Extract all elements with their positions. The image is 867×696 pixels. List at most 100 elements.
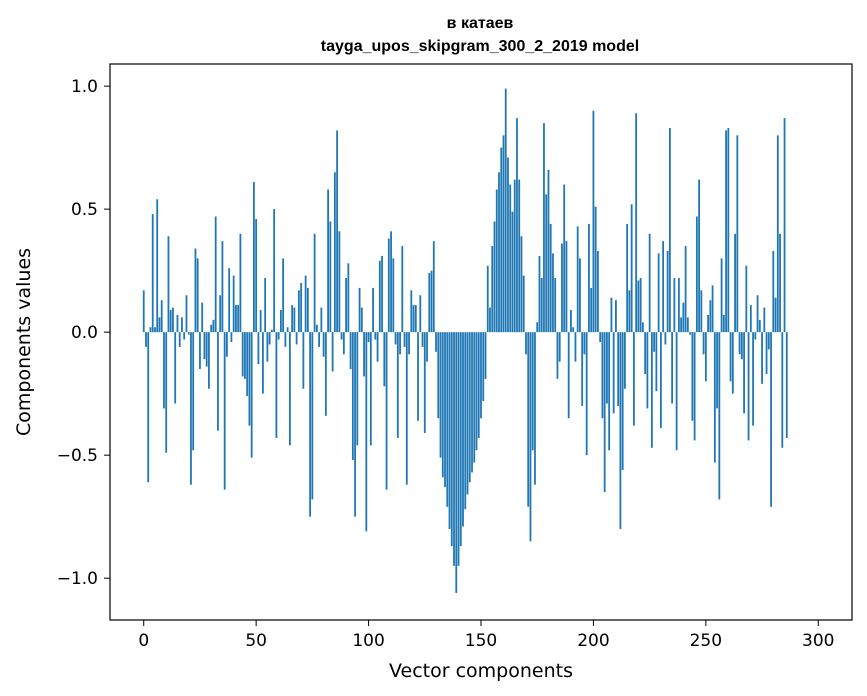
bar xyxy=(210,324,213,333)
bar xyxy=(142,290,145,333)
bar xyxy=(756,295,759,333)
bar xyxy=(540,278,543,333)
bar xyxy=(237,305,240,333)
bar xyxy=(700,290,703,333)
bar xyxy=(774,297,777,333)
bar xyxy=(646,332,649,409)
bar xyxy=(399,332,401,355)
bar xyxy=(500,147,503,333)
bar xyxy=(277,332,280,340)
bar xyxy=(648,233,651,333)
chart-title-line2: tayga_upos_skipgram_300_2_2019 model xyxy=(321,38,639,55)
bars xyxy=(142,88,788,593)
chart-title-line1: в катаев xyxy=(447,15,514,32)
bar xyxy=(163,332,165,409)
bar xyxy=(374,332,377,340)
bar xyxy=(291,305,294,333)
bar xyxy=(655,332,658,392)
bar xyxy=(684,246,687,333)
bar xyxy=(527,332,530,507)
bar xyxy=(203,332,206,360)
bar xyxy=(491,246,494,333)
bar xyxy=(507,157,509,333)
bar xyxy=(448,332,451,529)
bar xyxy=(169,310,172,333)
x-tick-label: 0 xyxy=(138,631,149,651)
bar xyxy=(729,332,732,382)
bar xyxy=(381,255,383,333)
bar xyxy=(583,332,586,355)
bar xyxy=(439,332,442,458)
y-tick-label: 0.5 xyxy=(71,200,98,220)
bar xyxy=(432,241,435,333)
bar xyxy=(360,307,363,333)
y-tick-label: 0.0 xyxy=(71,323,98,343)
bar xyxy=(608,332,611,451)
bar xyxy=(486,265,489,333)
bar xyxy=(270,329,273,333)
bar xyxy=(626,223,629,333)
bar xyxy=(376,332,379,362)
bar xyxy=(363,332,365,377)
bar xyxy=(637,280,640,333)
bar xyxy=(673,278,676,333)
bar xyxy=(734,233,736,333)
bar xyxy=(313,233,316,333)
bar xyxy=(547,169,550,333)
bar xyxy=(358,287,361,333)
x-tick-label: 50 xyxy=(245,631,267,651)
bar xyxy=(345,278,347,333)
bar xyxy=(385,332,388,490)
bar xyxy=(172,307,174,333)
bar xyxy=(430,270,433,333)
bar xyxy=(489,307,491,333)
bar xyxy=(558,332,561,362)
bar xyxy=(248,332,251,426)
bar xyxy=(745,265,748,333)
bar xyxy=(668,127,671,333)
bar xyxy=(675,332,678,451)
bar xyxy=(365,332,368,532)
bar xyxy=(776,135,779,333)
bar xyxy=(468,332,471,483)
bar xyxy=(275,332,278,438)
bar xyxy=(253,182,255,333)
bar xyxy=(318,332,321,347)
bar xyxy=(387,238,390,333)
bar xyxy=(725,130,727,333)
bar xyxy=(396,332,399,438)
bar xyxy=(239,233,242,333)
bar xyxy=(217,332,219,431)
y-tick-label: −0.5 xyxy=(57,446,98,466)
bar xyxy=(561,243,563,333)
bar xyxy=(190,332,192,485)
bar xyxy=(619,332,622,529)
bar xyxy=(758,319,761,333)
bar xyxy=(167,236,170,333)
bar xyxy=(311,332,314,500)
bar xyxy=(309,332,312,517)
bar xyxy=(372,287,374,333)
bar xyxy=(536,322,539,333)
bar xyxy=(493,221,496,333)
x-tick-label: 250 xyxy=(690,631,722,651)
bar xyxy=(367,332,370,342)
bar xyxy=(570,310,572,333)
bar xyxy=(664,332,667,345)
bar xyxy=(516,118,518,333)
bar xyxy=(666,250,669,333)
bar xyxy=(475,332,478,451)
y-tick-label: −1.0 xyxy=(57,569,98,589)
bar xyxy=(329,221,332,333)
bar xyxy=(473,332,476,463)
bar xyxy=(455,332,458,593)
bar xyxy=(401,246,404,333)
bar xyxy=(702,332,705,355)
bar xyxy=(579,258,581,333)
bar xyxy=(293,307,296,333)
bar xyxy=(693,332,696,441)
bar xyxy=(336,130,338,333)
bar xyxy=(686,317,689,333)
y-tick-label: 1.0 xyxy=(71,77,98,97)
